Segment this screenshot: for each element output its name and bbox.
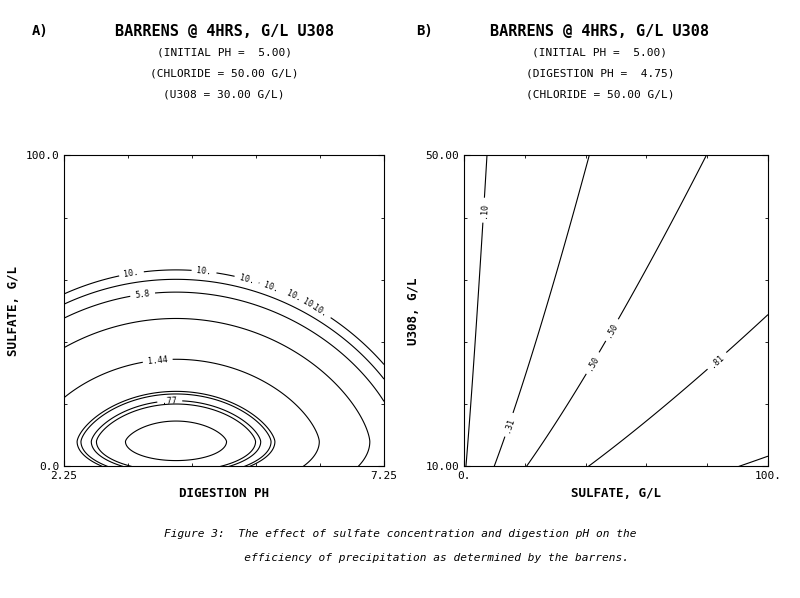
Text: BARRENS @ 4HRS, G/L U308: BARRENS @ 4HRS, G/L U308	[490, 24, 710, 39]
Text: BARRENS @ 4HRS, G/L U308: BARRENS @ 4HRS, G/L U308	[114, 24, 334, 39]
Text: .50: .50	[585, 355, 601, 372]
Text: efficiency of precipitation as determined by the barrens.: efficiency of precipitation as determine…	[170, 553, 630, 563]
Text: 1.44: 1.44	[147, 355, 168, 365]
Text: Figure 3:  The effect of sulfate concentration and digestion pH on the: Figure 3: The effect of sulfate concentr…	[164, 529, 636, 539]
Text: A): A)	[32, 24, 49, 38]
Text: (U308 = 30.00 G/L): (U308 = 30.00 G/L)	[163, 90, 285, 100]
Text: (CHLORIDE = 50.00 G/L): (CHLORIDE = 50.00 G/L)	[150, 69, 298, 79]
Text: .81: .81	[708, 352, 726, 369]
Text: 5.8: 5.8	[134, 289, 150, 300]
Text: (INITIAL PH =  5.00): (INITIAL PH = 5.00)	[533, 48, 667, 58]
Text: 10.: 10.	[301, 297, 318, 312]
Text: B): B)	[416, 24, 433, 38]
Text: (CHLORIDE = 50.00 G/L): (CHLORIDE = 50.00 G/L)	[526, 90, 674, 100]
Text: (INITIAL PH =  5.00): (INITIAL PH = 5.00)	[157, 48, 291, 58]
Text: 10.: 10.	[123, 268, 139, 279]
Text: 10.: 10.	[238, 273, 255, 286]
Text: .77: .77	[162, 396, 178, 405]
Text: (DIGESTION PH =  4.75): (DIGESTION PH = 4.75)	[526, 69, 674, 79]
Text: 10.: 10.	[311, 303, 329, 319]
Text: 10.: 10.	[285, 289, 302, 304]
X-axis label: SULFATE, G/L: SULFATE, G/L	[571, 487, 661, 500]
Text: .50: .50	[605, 321, 620, 339]
Text: .31: .31	[502, 416, 516, 434]
Text: 10.: 10.	[196, 266, 212, 277]
Y-axis label: SULFATE, G/L: SULFATE, G/L	[7, 266, 20, 356]
Text: .10: .10	[478, 202, 489, 218]
X-axis label: DIGESTION PH: DIGESTION PH	[179, 487, 269, 500]
Text: 10.: 10.	[262, 280, 280, 294]
Y-axis label: U308, G/L: U308, G/L	[407, 277, 420, 344]
